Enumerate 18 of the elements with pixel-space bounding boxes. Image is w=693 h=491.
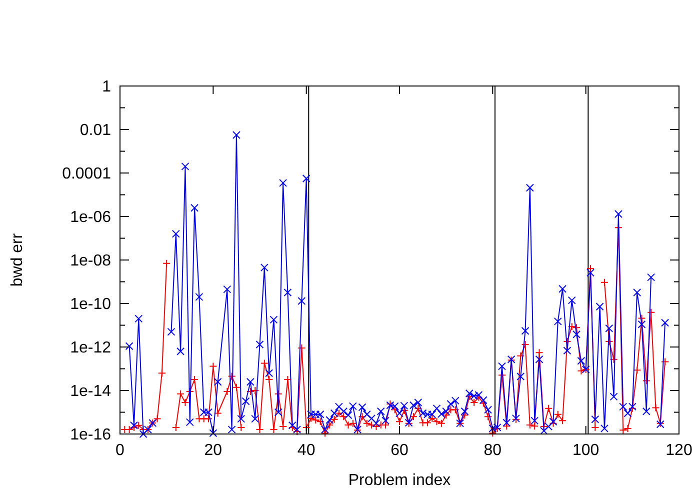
y-tick-label: 1e-14: [70, 383, 112, 400]
y-tick-label: 1e-06: [70, 209, 112, 226]
x-tick-label: 60: [390, 442, 408, 459]
y-tick-label: 0.01: [80, 122, 112, 140]
y-tick-label: 0.0001: [62, 166, 112, 183]
x-tick-label: 100: [572, 442, 600, 459]
y-tick-label: 1e-08: [70, 252, 112, 270]
x-tick-label: 0: [116, 442, 125, 459]
x-axis-title: Problem index: [348, 472, 451, 489]
x-tick-label: 80: [484, 442, 502, 459]
x-tick-label: 120: [666, 442, 692, 459]
y-tick-label: 1: [102, 78, 112, 96]
x-tick-label: 20: [204, 442, 222, 459]
y-tick-label: 1e-16: [70, 426, 112, 444]
y-tick-label: 1e-10: [70, 296, 112, 314]
y-axis-title: bwd err: [9, 232, 26, 287]
x-tick-label: 40: [297, 442, 316, 459]
y-tick-label: 1e-12: [70, 340, 112, 357]
